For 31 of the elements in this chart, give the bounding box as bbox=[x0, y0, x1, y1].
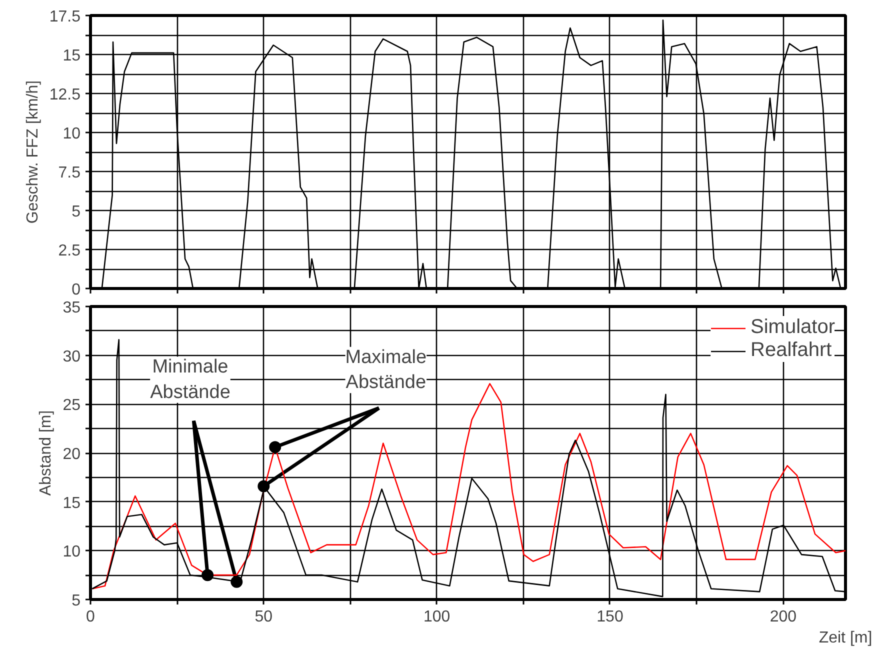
x-tick-label: 100 bbox=[423, 608, 450, 626]
y-tick-label: 5 bbox=[72, 204, 81, 220]
y-tick-label: 0 bbox=[72, 282, 81, 298]
y-tick-label: 17.5 bbox=[49, 8, 81, 26]
y-tick-label: 15 bbox=[62, 48, 81, 64]
point bbox=[258, 480, 270, 492]
point bbox=[269, 441, 282, 454]
y-tick-label: 35 bbox=[62, 300, 81, 316]
y-tick-label: 12.5 bbox=[49, 86, 81, 104]
legend-label: Simulator bbox=[750, 316, 835, 339]
y-axis-title: Abstand [m] bbox=[38, 410, 55, 496]
point bbox=[202, 569, 214, 582]
point bbox=[230, 576, 243, 588]
y-axis-title: Geschw. FFZ [km/h] bbox=[24, 80, 42, 224]
y-tick-label: 5 bbox=[72, 592, 81, 610]
y-tick-label: 2.5 bbox=[58, 242, 81, 260]
x-tick-label: 150 bbox=[596, 608, 624, 626]
x-tick-label: 0 bbox=[86, 608, 96, 626]
y-tick-label: 15 bbox=[62, 494, 81, 512]
x-tick-label: 200 bbox=[770, 608, 797, 626]
annotation: Minimale Abstände bbox=[150, 356, 230, 403]
y-tick-label: 10 bbox=[62, 544, 81, 561]
y-tick-label: 20 bbox=[62, 446, 81, 463]
y-tick-label: 30 bbox=[62, 348, 81, 366]
y-tick-label: 10 bbox=[62, 126, 81, 142]
x-tick-label: 50 bbox=[254, 608, 273, 626]
legend-label: Realfahrt bbox=[750, 339, 832, 362]
y-tick-label: 7.5 bbox=[58, 164, 81, 182]
x-axis-title: Zeit [m] bbox=[818, 630, 872, 646]
annotation: Maximale Abstände bbox=[345, 346, 427, 394]
y-tick-label: 25 bbox=[62, 397, 81, 414]
